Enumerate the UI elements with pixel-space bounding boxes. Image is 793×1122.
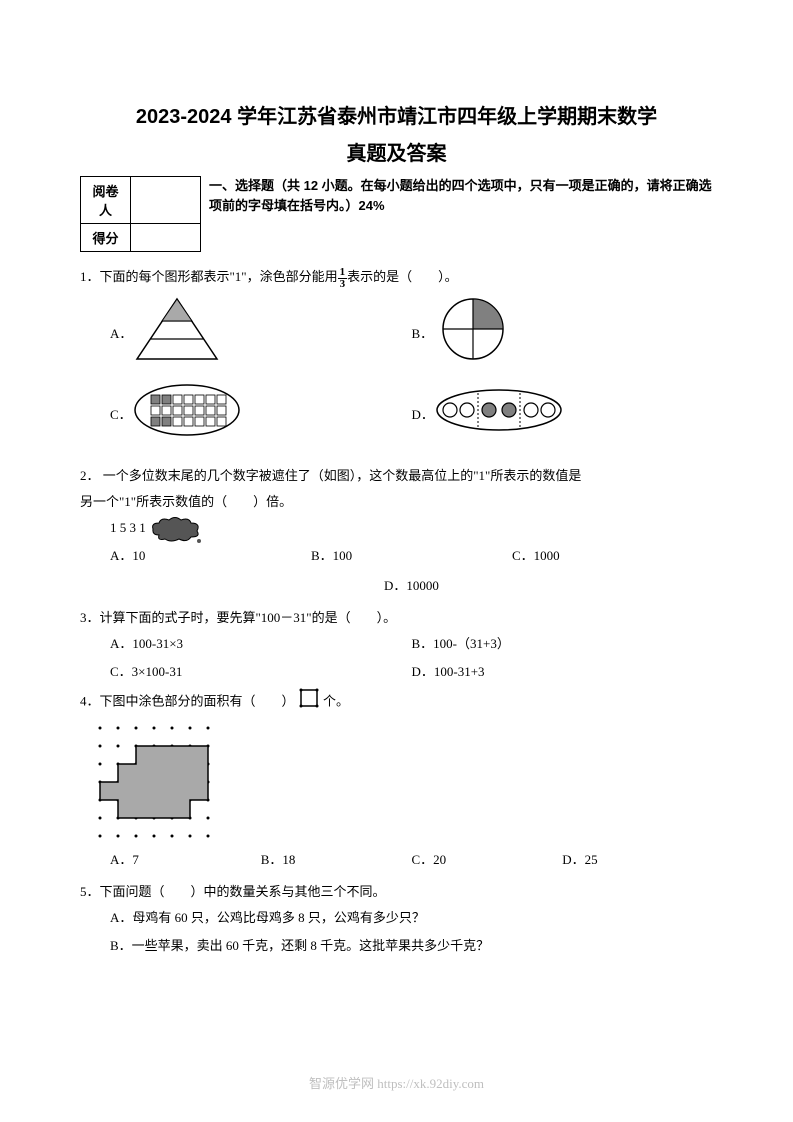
- choice-B: B．100-（31+3）: [412, 631, 714, 657]
- ellipse-grid-icon: [132, 383, 242, 447]
- q4-text: 4．下图中涂色部分的面积有（ ） 个。: [80, 687, 713, 718]
- reviewer-label: 阅卷人: [81, 177, 131, 224]
- choice-A: A．100-31×3: [110, 631, 412, 657]
- choice-D: D．25: [562, 847, 713, 873]
- choice-label: D．: [412, 402, 434, 428]
- choice-label: B．: [412, 321, 434, 347]
- q4-text-pre: 4．下图中涂色部分的面积有（ ）: [80, 694, 295, 709]
- question-2: 2． 一个多位数末尾的几个数字被遮住了（如图），这个数最高位上的"1"所表示的数…: [80, 463, 713, 599]
- q2-choices: A．10 B．100 C．1000 D．10000: [80, 543, 713, 599]
- question-3: 3．计算下面的式子时，要先算"100－31"的是（ ）。 A．100-31×3 …: [80, 605, 713, 687]
- choice-C: C．: [110, 383, 412, 447]
- question-1: 1．下面的每个图形都表示"1"，涂色部分能用13表示的是（ ）。 A． B．: [80, 264, 713, 457]
- dot-grid-shape-icon: [90, 718, 230, 838]
- choice-B: B．100: [311, 543, 512, 569]
- q1-text: 1．下面的每个图形都表示"1"，涂色部分能用13表示的是（ ）。: [80, 264, 713, 290]
- q2-digits: 1 5 3 1: [110, 520, 146, 535]
- reviewer-value: [131, 177, 201, 224]
- question-5: 5．下面问题（ ）中的数量关系与其他三个不同。 A．母鸡有 60 只，公鸡比母鸡…: [80, 879, 713, 959]
- table-row: 得分: [81, 224, 201, 252]
- q4-figure: [80, 718, 713, 847]
- fraction-icon: 13: [338, 267, 348, 290]
- q3-text: 3．计算下面的式子时，要先算"100－31"的是（ ）。: [80, 605, 713, 631]
- q4-text-post: 个。: [323, 694, 349, 709]
- page-footer: 智源优学网 https://xk.92diy.com: [0, 1073, 793, 1092]
- circle-quarter-icon: [433, 294, 513, 373]
- choice-C: C．20: [412, 847, 563, 873]
- question-4: 4．下图中涂色部分的面积有（ ） 个。: [80, 687, 713, 873]
- choice-D: D．10000: [110, 573, 713, 599]
- q4-choices: A．7 B．18 C．20 D．25: [80, 847, 713, 873]
- choice-D: D．100-31+3: [412, 659, 714, 685]
- section-instruction: 一、选择题（共 12 小题。在每小题给出的四个选项中，只有一项是正确的，请将正确…: [209, 176, 713, 215]
- table-row: 阅卷人: [81, 177, 201, 224]
- choice-A: A．母鸡有 60 只，公鸡比母鸡多 8 只，公鸡有多少只？: [80, 905, 713, 931]
- section-header: 阅卷人 得分 一、选择题（共 12 小题。在每小题给出的四个选项中，只有一项是正…: [80, 176, 713, 252]
- score-label: 得分: [81, 224, 131, 252]
- q5-text: 5．下面问题（ ）中的数量关系与其他三个不同。: [80, 879, 713, 905]
- title-line-1: 2023-2024 学年江苏省泰州市靖江市四年级上学期期末数学: [80, 100, 713, 129]
- q1-text-post: 表示的是（ ）。: [347, 269, 458, 284]
- q3-choices: A．100-31×3 B．100-（31+3） C．3×100-31 D．100…: [80, 631, 713, 687]
- choice-A: A．10: [110, 543, 311, 569]
- exam-page: 2023-2024 学年江苏省泰州市靖江市四年级上学期期末数学 真题及答案 阅卷…: [0, 0, 793, 1005]
- choice-A: A．7: [110, 847, 261, 873]
- cloud-icon: [149, 515, 204, 543]
- fraction-numerator: 1: [338, 267, 348, 279]
- choice-D: D．: [412, 383, 714, 447]
- score-value: [131, 224, 201, 252]
- choice-label: A．: [110, 321, 132, 347]
- q2-text-line2: 另一个"1"所表示数值的（ ）倍。: [80, 489, 713, 515]
- q1-text-pre: 1．下面的每个图形都表示"1"，涂色部分能用: [80, 269, 338, 284]
- choice-B: B．: [412, 294, 714, 373]
- choice-A: A．: [110, 294, 412, 373]
- choice-C: C．3×100-31: [110, 659, 412, 685]
- choice-C: C．1000: [512, 543, 713, 569]
- title-line-2: 真题及答案: [80, 137, 713, 166]
- q1-choices: A． B．: [80, 294, 713, 457]
- ellipse-circles-icon: [434, 388, 564, 442]
- fraction-denominator: 3: [338, 279, 348, 290]
- choice-label: C．: [110, 402, 132, 428]
- unit-square-icon: [298, 687, 320, 718]
- choice-B: B．18: [261, 847, 412, 873]
- q2-figure: 1 5 3 1: [80, 515, 713, 543]
- triangle-icon: [132, 294, 222, 373]
- score-table: 阅卷人 得分: [80, 176, 201, 252]
- choice-B: B．一些苹果，卖出 60 千克，还剩 8 千克。这批苹果共多少千克？: [80, 933, 713, 959]
- q2-text-line1: 2． 一个多位数末尾的几个数字被遮住了（如图），这个数最高位上的"1"所表示的数…: [80, 463, 713, 489]
